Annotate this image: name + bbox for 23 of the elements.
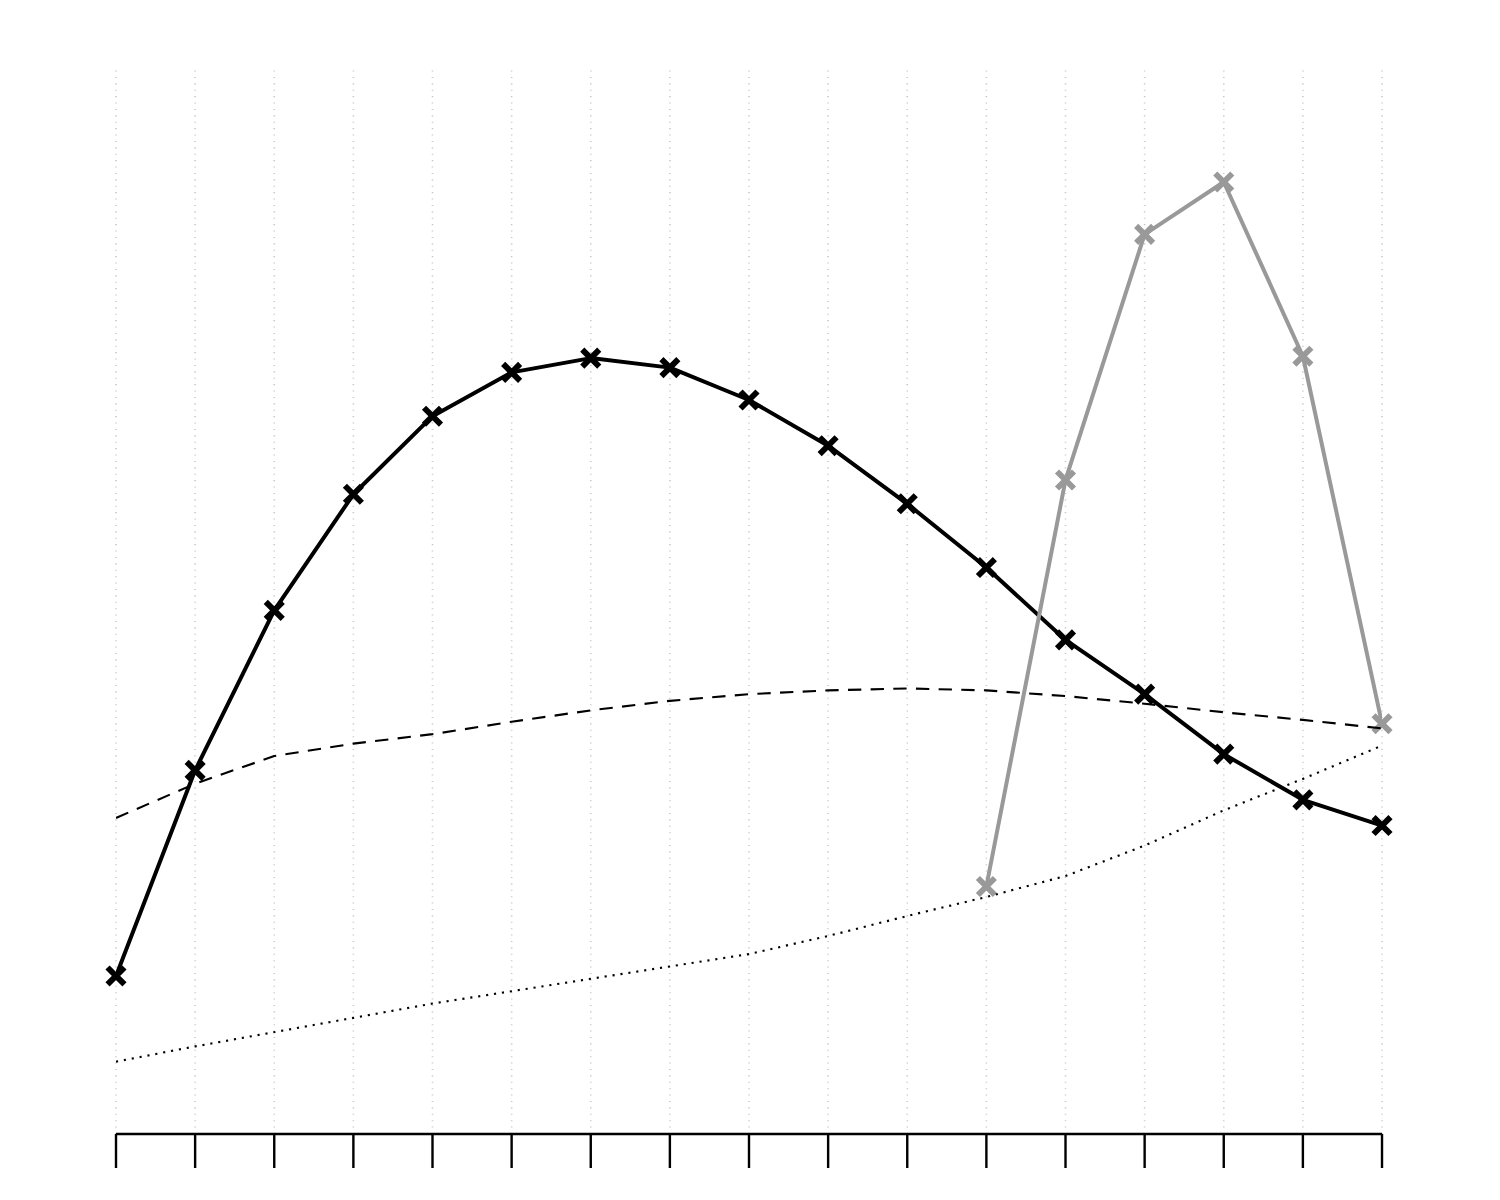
point bbox=[1054, 628, 1077, 652]
point bbox=[1133, 222, 1157, 246]
point bbox=[1291, 788, 1315, 812]
point bbox=[183, 758, 207, 782]
point bbox=[1054, 468, 1077, 492]
point bbox=[1212, 742, 1236, 766]
point bbox=[1291, 344, 1315, 368]
point bbox=[500, 360, 524, 384]
point bbox=[341, 482, 365, 506]
point bbox=[895, 492, 919, 516]
point bbox=[974, 875, 998, 898]
point bbox=[421, 404, 444, 428]
point bbox=[262, 598, 286, 622]
point bbox=[1370, 712, 1394, 736]
point bbox=[816, 434, 840, 458]
point bbox=[974, 556, 998, 579]
point bbox=[579, 346, 603, 370]
point bbox=[1133, 682, 1157, 706]
point bbox=[737, 388, 761, 412]
point bbox=[1370, 814, 1394, 837]
point bbox=[1212, 170, 1236, 194]
point bbox=[104, 964, 128, 988]
point bbox=[658, 356, 682, 380]
